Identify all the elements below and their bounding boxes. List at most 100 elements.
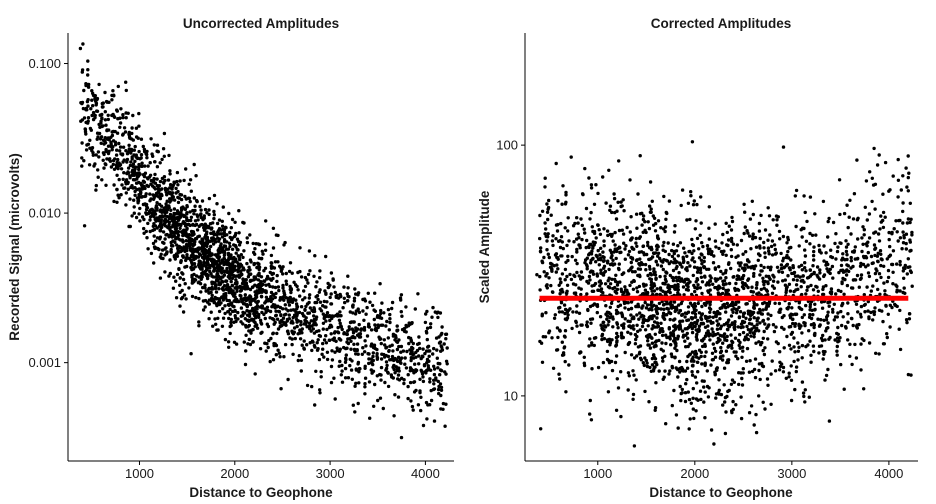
scatter-point — [95, 131, 100, 135]
scatter-point — [390, 300, 395, 305]
scatter-point — [563, 335, 567, 339]
scatter-point — [281, 295, 285, 299]
scatter-point — [80, 141, 84, 145]
scatter-point — [214, 290, 219, 294]
scatter-point — [691, 386, 695, 391]
scatter-point — [690, 330, 695, 335]
scatter-point — [232, 299, 236, 303]
scatter-point — [594, 236, 598, 240]
scatter-point — [101, 138, 106, 142]
scatter-point — [803, 323, 807, 328]
scatter-point — [622, 209, 626, 213]
scatter-point — [284, 312, 288, 316]
scatter-point — [613, 285, 617, 290]
scatter-point — [575, 250, 579, 254]
scatter-point — [631, 287, 636, 291]
scatter-point — [564, 200, 568, 204]
scatter-point — [431, 352, 435, 356]
scatter-point — [852, 250, 856, 254]
scatter-point — [649, 369, 653, 373]
scatter-point — [276, 304, 280, 308]
scatter-point — [358, 367, 362, 371]
scatter-point — [875, 163, 880, 167]
scatter-point — [674, 341, 678, 346]
scatter-point — [298, 294, 302, 298]
scatter-point — [109, 165, 114, 169]
scatter-point — [82, 88, 86, 93]
scatter-point — [116, 157, 120, 162]
scatter-point — [168, 271, 172, 276]
scatter-point — [278, 324, 282, 329]
scatter-point — [425, 309, 429, 314]
scatter-point — [788, 324, 793, 329]
scatter-point — [392, 367, 396, 372]
scatter-point — [302, 347, 306, 351]
scatter-point — [693, 312, 698, 316]
scatter-point — [391, 349, 395, 353]
scatter-point — [185, 218, 189, 222]
scatter-point — [710, 358, 715, 362]
scatter-point — [365, 334, 370, 338]
scatter-point — [232, 255, 236, 260]
scatter-point — [225, 240, 229, 244]
scatter-point — [759, 213, 763, 218]
scatter-point — [694, 355, 699, 359]
scatter-point — [648, 204, 652, 208]
scatter-point — [79, 119, 83, 123]
scatter-point — [803, 248, 807, 252]
scatter-point — [383, 343, 387, 347]
scatter-point — [873, 271, 878, 276]
scatter-point — [172, 207, 177, 211]
scatter-point — [731, 304, 735, 308]
scatter-point — [812, 249, 816, 254]
scatter-point — [211, 324, 215, 328]
scatter-point — [277, 310, 282, 314]
scatter-point — [350, 327, 354, 331]
scatter-point — [379, 311, 383, 316]
scatter-point — [784, 376, 788, 380]
scatter-point — [734, 354, 738, 358]
scatter-point — [683, 391, 688, 395]
scatter-point — [250, 317, 254, 321]
scatter-point — [107, 100, 111, 105]
scatter-point — [116, 84, 121, 89]
scatter-point — [259, 331, 263, 335]
scatter-point — [607, 168, 611, 172]
scatter-point — [104, 183, 108, 187]
scatter-point — [389, 373, 393, 377]
scatter-point — [564, 190, 568, 195]
scatter-point — [115, 173, 119, 177]
scatter-point — [151, 224, 155, 228]
scatter-point — [189, 218, 193, 223]
scatter-point — [327, 338, 331, 342]
scatter-point — [626, 371, 631, 375]
scatter-point — [440, 348, 445, 352]
scatter-point — [829, 287, 834, 291]
scatter-point — [192, 212, 196, 216]
scatter-point — [352, 296, 357, 300]
scatter-point — [726, 358, 730, 362]
scatter-point — [680, 319, 685, 323]
scatter-point — [318, 276, 322, 280]
scatter-point — [271, 285, 275, 289]
scatter-point — [741, 330, 746, 335]
scatter-point — [654, 259, 658, 263]
scatter-point — [864, 179, 869, 183]
scatter-point — [313, 254, 317, 258]
scatter-point — [810, 272, 814, 277]
scatter-point — [132, 148, 136, 152]
scatter-point — [421, 423, 426, 428]
scatter-point — [712, 442, 716, 446]
scatter-point — [852, 192, 857, 196]
scatter-point — [670, 248, 674, 253]
scatter-point — [691, 407, 695, 411]
scatter-point — [839, 309, 843, 314]
scatter-point — [399, 435, 404, 440]
scatter-point — [789, 258, 793, 262]
scatter-point — [654, 221, 658, 226]
scatter-point — [111, 162, 116, 167]
scatter-point — [644, 268, 648, 272]
scatter-point — [103, 110, 108, 114]
scatter-point — [294, 317, 299, 322]
scatter-point — [134, 215, 139, 220]
